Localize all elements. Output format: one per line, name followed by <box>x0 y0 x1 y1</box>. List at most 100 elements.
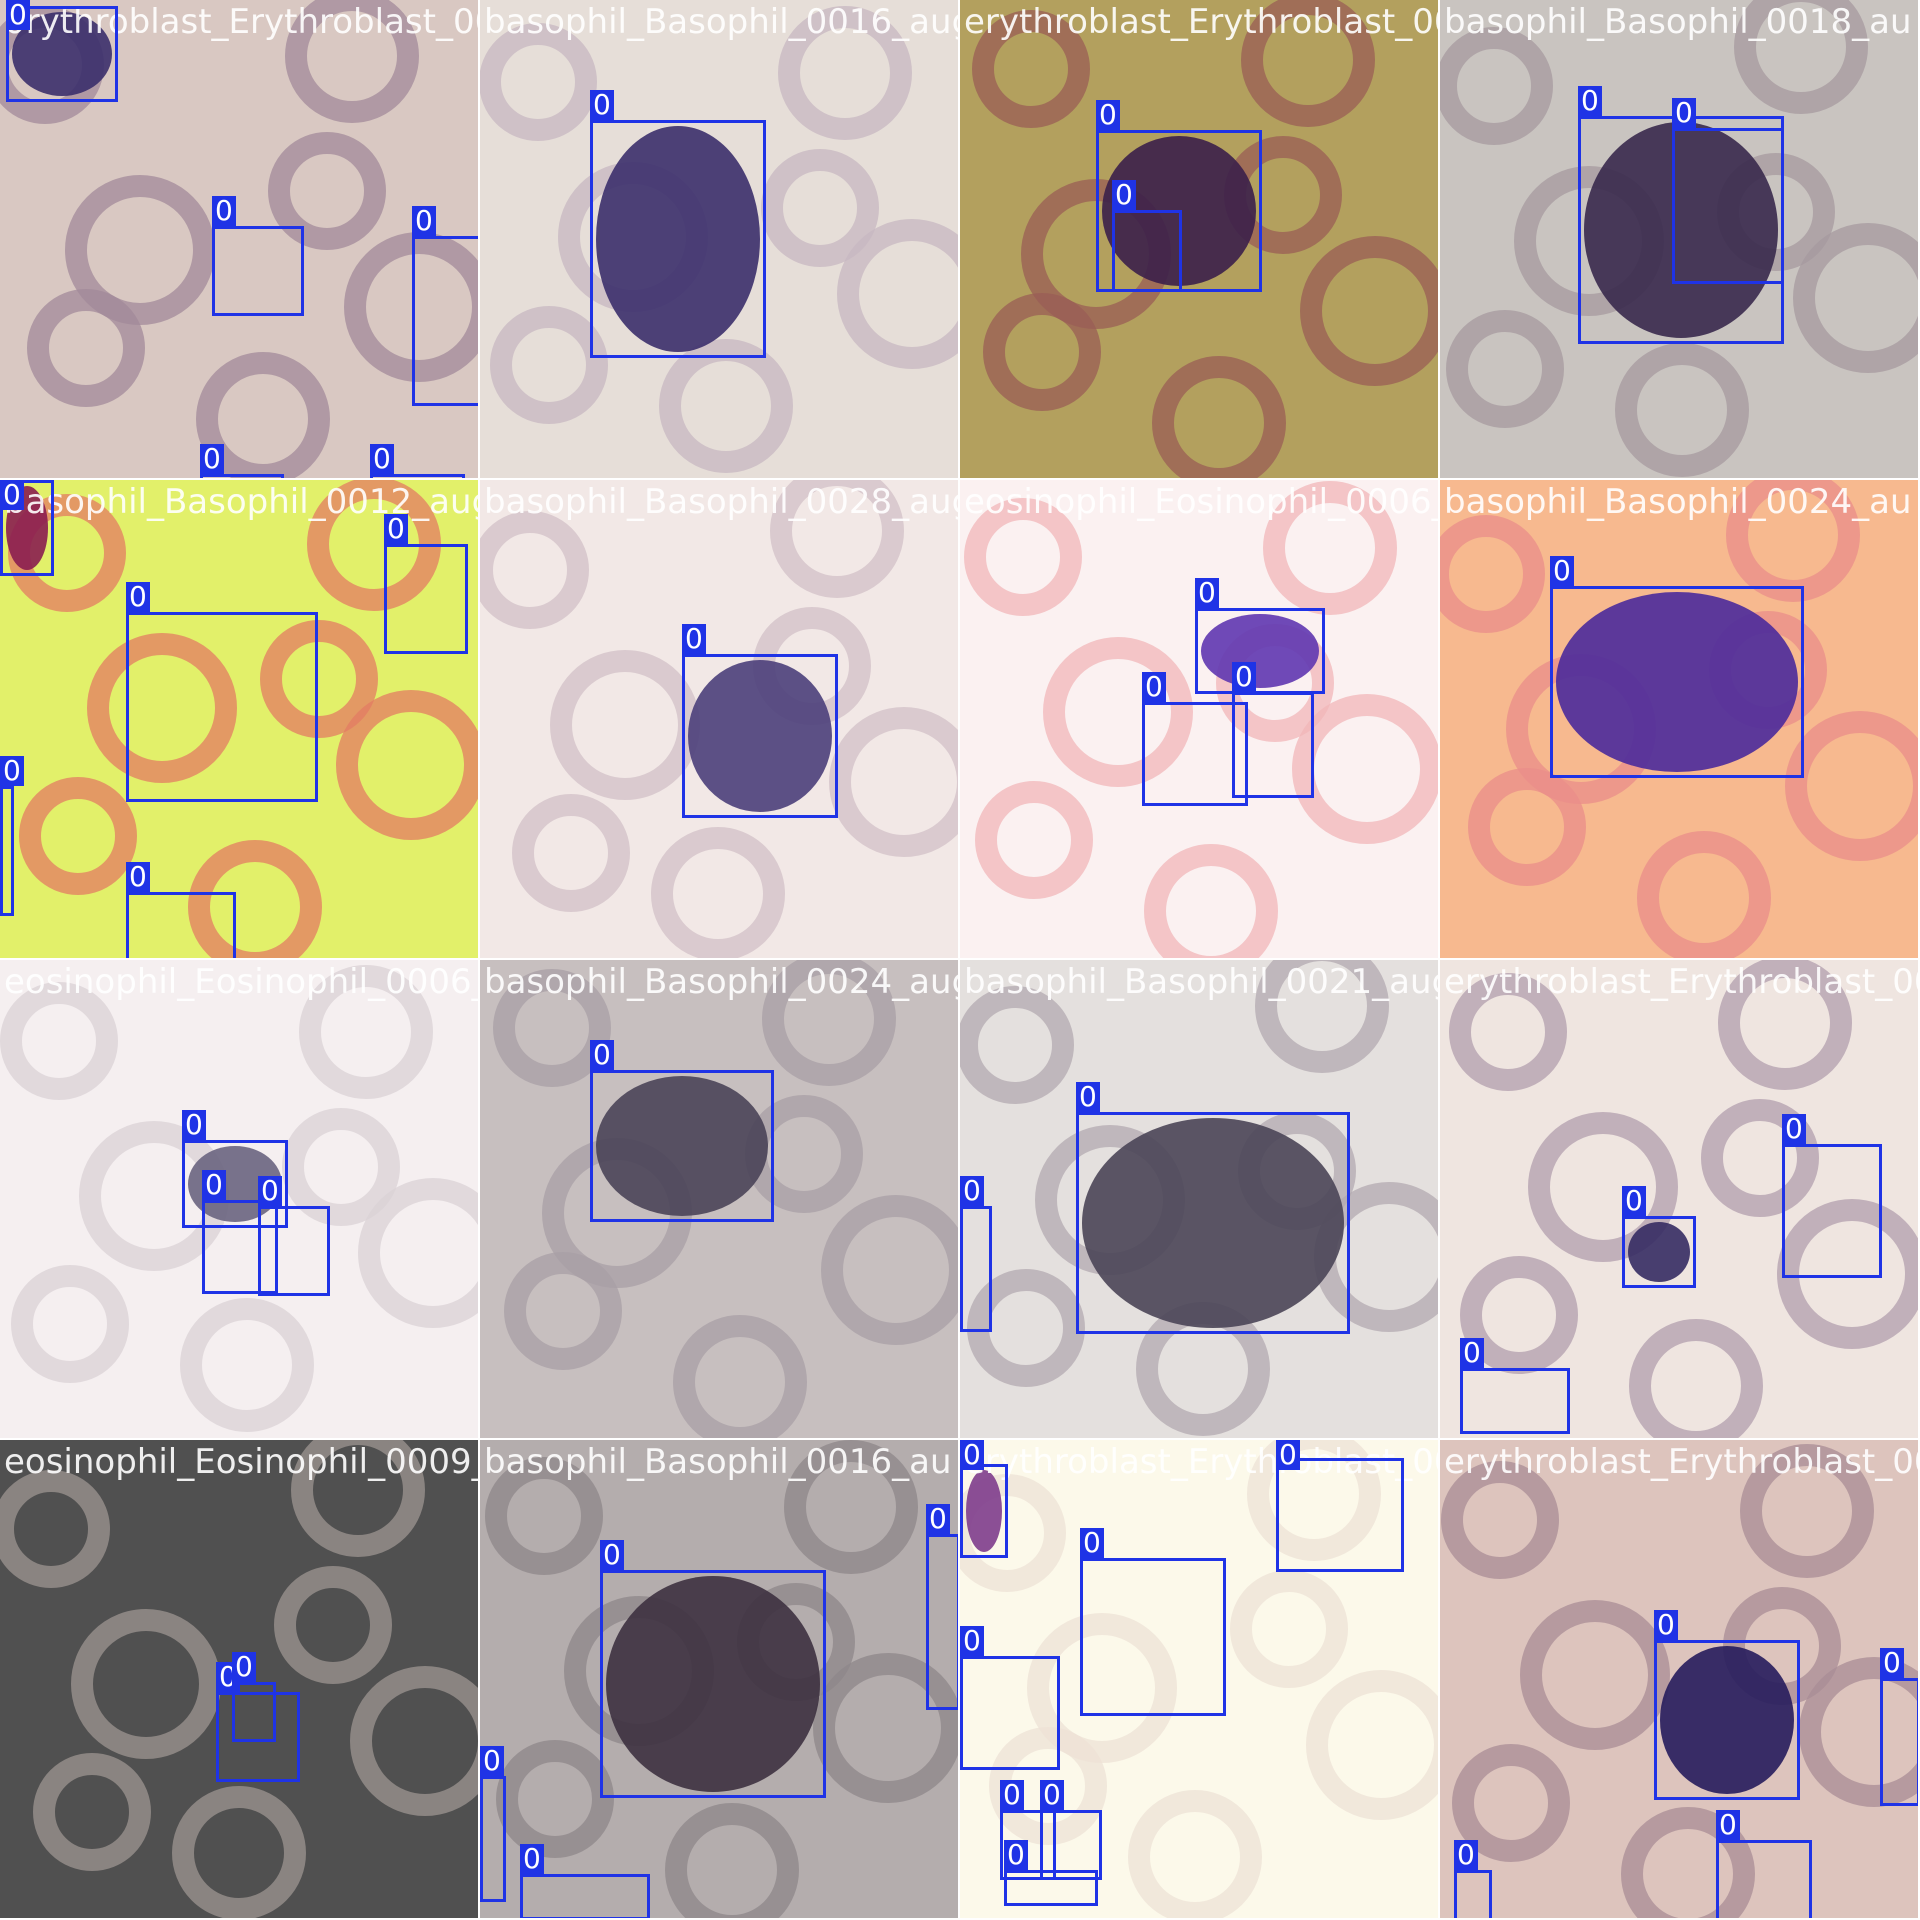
detection-box <box>258 1206 330 1296</box>
detection-class-label: 0 <box>1672 98 1696 128</box>
white-blood-cell <box>1628 1222 1690 1282</box>
detection-class-label: 0 <box>126 862 150 892</box>
red-blood-cell <box>1144 844 1278 958</box>
red-blood-cell <box>350 1666 478 1816</box>
red-blood-cell <box>1701 1099 1819 1217</box>
red-blood-cell <box>71 1609 221 1759</box>
detection-class-label: 0 <box>682 624 706 654</box>
detection-class-label: 0 <box>384 514 408 544</box>
detection-class-label: 0 <box>1096 100 1120 130</box>
red-blood-cell <box>1621 1807 1755 1918</box>
detection-box <box>182 1140 288 1228</box>
detection-box <box>1142 702 1248 806</box>
red-blood-cell <box>972 10 1090 128</box>
red-blood-cell <box>344 232 478 382</box>
red-blood-cell <box>1306 1670 1438 1820</box>
detection-box <box>412 236 478 406</box>
micrograph-image <box>480 480 958 958</box>
detection-class-label: 0 <box>6 0 30 30</box>
red-blood-cell <box>180 1298 314 1432</box>
red-blood-cell <box>829 707 958 857</box>
micrograph-image <box>1440 480 1918 958</box>
red-blood-cell <box>285 0 419 123</box>
detection-class-label: 0 <box>926 1504 950 1534</box>
red-blood-cell <box>770 480 904 598</box>
mosaic-tile: basophil_Basophil_0021_aug 0 0 <box>960 960 1440 1440</box>
micrograph-image <box>1441 1444 1918 1918</box>
red-blood-cell <box>1152 356 1286 478</box>
red-blood-cell <box>1629 1319 1763 1438</box>
white-blood-cell <box>1201 614 1319 688</box>
detection-class-label: 0 <box>1195 578 1219 608</box>
red-blood-cell <box>1128 1790 1262 1918</box>
detection-box <box>6 6 118 102</box>
detection-class-label: 0 <box>1880 1648 1904 1678</box>
red-blood-cell <box>274 1566 392 1684</box>
detection-box <box>1460 1368 1570 1434</box>
detection-box <box>370 474 465 478</box>
mosaic-tile: basophil_Basophil_0016_aug 0 <box>480 0 960 480</box>
white-blood-cell <box>688 660 832 812</box>
detection-box <box>1076 1112 1350 1334</box>
detection-box <box>384 544 468 654</box>
detection-box <box>202 1200 278 1294</box>
red-blood-cell <box>1520 1600 1670 1750</box>
detection-class-label: 0 <box>212 196 236 226</box>
red-blood-cell <box>784 1440 918 1574</box>
detection-box <box>0 480 54 576</box>
red-blood-cell <box>1777 1199 1918 1349</box>
red-blood-cell <box>1452 1744 1570 1862</box>
detection-class-label: 0 <box>126 582 150 612</box>
detection-class-label: 0 <box>258 1176 282 1206</box>
red-blood-cell <box>1637 831 1771 958</box>
detection-box <box>216 1692 300 1782</box>
red-blood-cell <box>1027 1613 1177 1763</box>
red-blood-cell <box>651 827 785 958</box>
red-blood-cell <box>260 620 378 738</box>
mosaic-tile: basophil_Basophil_0016_au 0 0 0 0 <box>480 1440 960 1920</box>
red-blood-cell <box>1255 960 1389 1073</box>
detection-box <box>480 1776 506 1902</box>
detection-class-label: 0 <box>1004 1840 1028 1870</box>
red-blood-cell <box>762 960 896 1086</box>
red-blood-cell <box>778 6 912 140</box>
red-blood-cell <box>837 219 958 369</box>
detection-class-label: 0 <box>1578 86 1602 116</box>
detection-class-label: 0 <box>1622 1186 1646 1216</box>
micrograph-image <box>1440 0 1918 477</box>
detection-box <box>1622 1216 1696 1288</box>
detection-box <box>1112 210 1182 292</box>
mosaic-tile: basophil_Basophil_0012_aug 0 0 0 0 0 <box>0 480 480 960</box>
mosaic-tile: erythroblast_Erythroblast_00 0 0 <box>960 0 1440 480</box>
red-blood-cell <box>291 1440 425 1557</box>
detection-class-label: 0 <box>1232 662 1256 692</box>
detection-box <box>1454 1870 1492 1918</box>
detection-box <box>232 1682 276 1742</box>
detection-box <box>1000 1810 1056 1880</box>
detection-class-label: 0 <box>1460 1338 1484 1368</box>
detection-box <box>960 1656 1060 1770</box>
red-blood-cell <box>1300 236 1438 386</box>
detection-box <box>1880 1678 1918 1806</box>
detection-class-label: 0 <box>590 90 614 120</box>
detection-box <box>600 1570 826 1798</box>
white-blood-cell <box>1556 592 1798 772</box>
detection-class-label: 0 <box>412 206 436 236</box>
detection-box <box>1080 1558 1226 1716</box>
red-blood-cell <box>282 1108 400 1226</box>
red-blood-cell <box>1799 1657 1918 1807</box>
detection-box <box>1004 1870 1098 1906</box>
detection-box <box>960 1206 992 1332</box>
red-blood-cell <box>65 175 215 325</box>
red-blood-cell <box>1460 1256 1578 1374</box>
detection-class-label: 0 <box>590 1040 614 1070</box>
white-blood-cell <box>1584 122 1778 338</box>
detection-box <box>126 612 318 802</box>
detection-box <box>926 1534 958 1710</box>
micrograph-image <box>485 1440 958 1918</box>
micrograph-image <box>0 1440 478 1918</box>
